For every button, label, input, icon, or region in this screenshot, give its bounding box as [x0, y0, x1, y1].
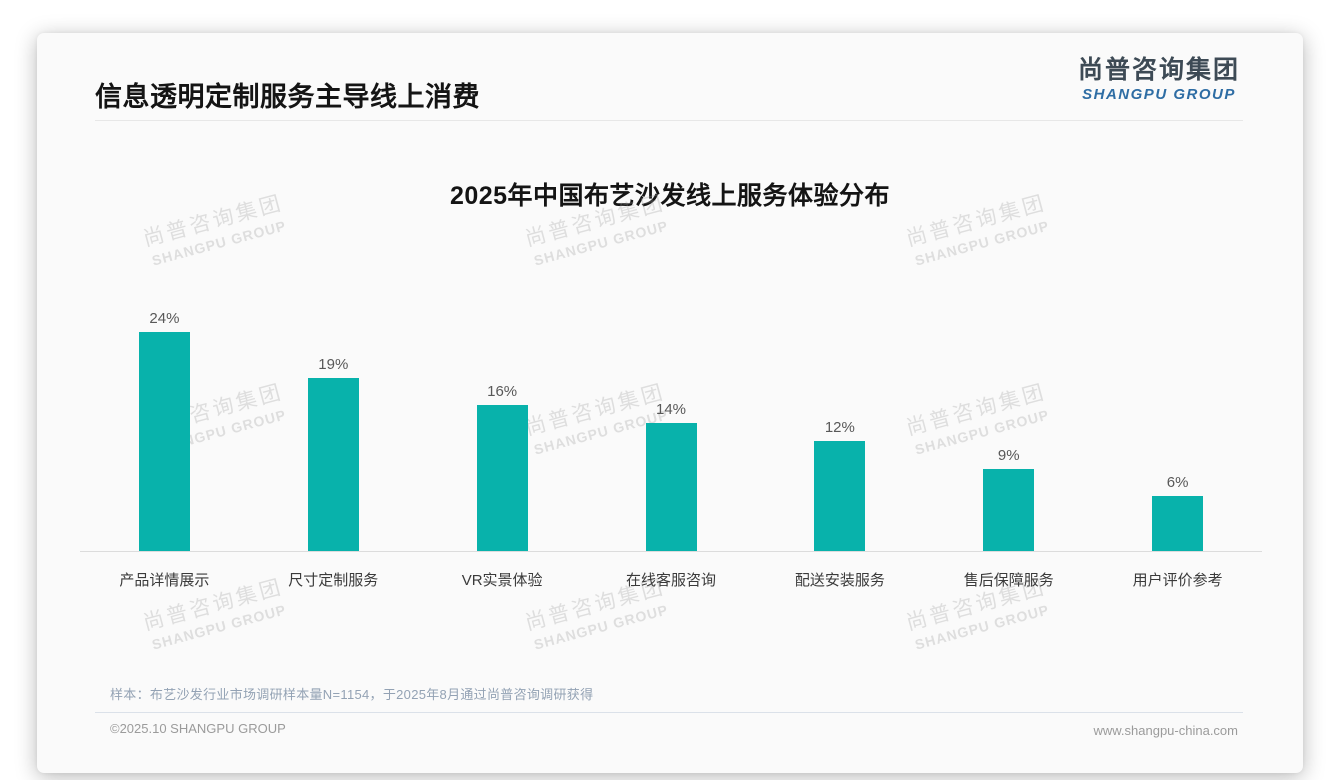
watermark-text-en: SHANGPU GROUP	[150, 217, 288, 269]
bar-value-label: 9%	[997, 447, 1020, 464]
bar-group: 24% 19% 16% 14% 12% 9% 6%	[80, 271, 1262, 551]
bar-category-label: VR实景体验	[461, 572, 543, 589]
bar-category-label: 产品详情展示	[119, 572, 210, 589]
watermark-text-en: SHANGPU GROUP	[150, 601, 288, 653]
bar-value-label: 24%	[149, 310, 180, 327]
bar	[814, 441, 866, 551]
bar-column: 19%	[249, 356, 418, 551]
logo-text-en: SHANGPU GROUP	[1082, 85, 1236, 103]
copyright-text: ©2025.10 SHANGPU GROUP	[110, 721, 286, 736]
watermark-text-en: SHANGPU GROUP	[532, 601, 670, 653]
watermark-text-en: SHANGPU GROUP	[913, 601, 1051, 653]
bar-category-label: 用户评价参考	[1132, 572, 1223, 589]
page-title: 信息透明定制服务主导线上消费	[95, 82, 480, 112]
slide-card: 信息透明定制服务主导线上消费 尚普咨询集团 SHANGPU GROUP 尚普咨询…	[37, 33, 1303, 773]
website-url: www.shangpu-china.com	[1093, 723, 1238, 738]
watermark-text-en: SHANGPU GROUP	[532, 217, 670, 269]
bar-value-label: 16%	[487, 383, 518, 400]
bar-value-label: 6%	[1166, 474, 1189, 491]
bar-category-label: 配送安装服务	[794, 572, 885, 589]
bar-column: 16%	[418, 383, 587, 551]
bar	[138, 332, 190, 551]
bar-category-label: 在线客服咨询	[626, 572, 717, 589]
bar-column: 9%	[924, 447, 1093, 551]
company-logo: 尚普咨询集团 SHANGPU GROUP	[1077, 56, 1240, 103]
bar	[983, 469, 1035, 551]
bar-category-label: 尺寸定制服务	[288, 572, 379, 589]
bar-category-label: 售后保障服务	[963, 572, 1054, 589]
bar	[645, 423, 697, 551]
category-label-row: 产品详情展示 尺寸定制服务 VR实景体验 在线客服咨询 配送安装服务 售后保障服务 用户评价…	[80, 569, 1262, 590]
sample-note: 样本：布艺沙发行业市场调研样本量N=1154，于2025年8月通过尚普咨询调研获…	[110, 687, 594, 702]
bar-chart: 24% 19% 16% 14% 12% 9% 6%	[80, 271, 1262, 551]
footer-divider	[95, 712, 1243, 713]
title-divider	[95, 120, 1243, 121]
bar-column: 14%	[587, 401, 756, 551]
bar-column: 12%	[755, 419, 924, 551]
bar-value-label: 14%	[655, 401, 687, 418]
bar-column: 24%	[80, 310, 249, 551]
bar-column: 6%	[1093, 474, 1262, 551]
chart-title: 2025年中国布艺沙发线上服务体验分布	[449, 182, 891, 210]
x-axis-line	[80, 551, 1262, 552]
watermark-text-en: SHANGPU GROUP	[913, 217, 1051, 269]
bar-value-label: 19%	[318, 356, 349, 373]
bar	[307, 378, 359, 551]
bar-value-label: 12%	[824, 419, 855, 436]
bar	[476, 405, 528, 551]
bar	[1152, 496, 1204, 551]
logo-text-zh: 尚普咨询集团	[1077, 56, 1240, 84]
